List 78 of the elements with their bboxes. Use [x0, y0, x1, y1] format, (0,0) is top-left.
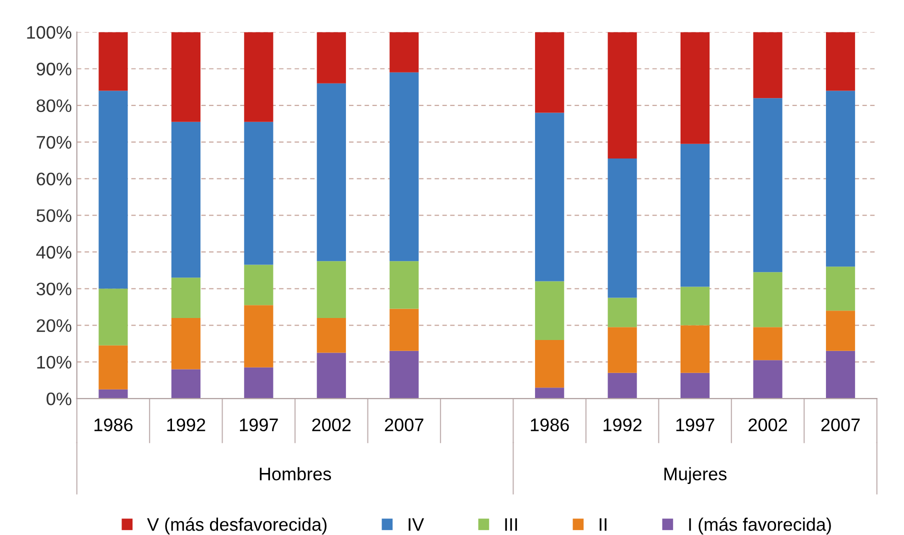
bar: [171, 32, 200, 122]
bar: [316, 318, 346, 353]
y-tick-label: 40%: [36, 246, 72, 259]
bar: [608, 298, 637, 328]
text: Mujeres: [664, 467, 727, 484]
bar: [390, 350, 419, 399]
bar: [680, 325, 710, 373]
x-tick-label: 1997: [676, 418, 714, 432]
bar: [98, 90, 128, 289]
bar: [535, 281, 564, 340]
bar: [608, 32, 637, 159]
bar: [753, 32, 782, 98]
x-tick-label: 1986: [94, 418, 132, 432]
bar: [390, 308, 419, 351]
x-tick-label: 1997: [240, 418, 278, 432]
bar: [680, 372, 710, 399]
bar: [171, 369, 200, 399]
x-tick-label: 2002: [312, 418, 351, 432]
bar: [753, 272, 782, 328]
bar: [171, 318, 200, 370]
bar: [316, 261, 346, 318]
bar: [171, 122, 200, 278]
bar: [826, 266, 856, 311]
bar: [680, 286, 710, 326]
bar: [244, 122, 274, 265]
bar: [826, 32, 856, 91]
bar: [826, 350, 856, 399]
bar: [608, 158, 637, 298]
bar: [535, 32, 564, 113]
bar: [535, 388, 564, 399]
bar: [171, 278, 200, 318]
y-tick-label: 20%: [36, 319, 72, 332]
y-tick-label: 80%: [36, 99, 72, 112]
bar: [244, 367, 274, 399]
bar: [608, 327, 637, 373]
legend-label: V (más desfavorecida): [147, 517, 326, 534]
bar: [98, 32, 128, 91]
bar: [390, 32, 419, 72]
bar: [98, 288, 128, 346]
bar: [98, 389, 128, 399]
bar: [244, 305, 274, 368]
x-tick-label: 1992: [604, 418, 642, 432]
bar: [316, 83, 346, 262]
bar: [753, 327, 782, 360]
y-tick-label: 100%: [27, 26, 72, 39]
bar: [680, 32, 710, 144]
bar: [535, 112, 564, 282]
legend-label: IV: [408, 518, 424, 531]
legend-label: III: [505, 518, 517, 531]
bar: [244, 32, 274, 122]
bar: [826, 310, 856, 351]
x-tick-label: 1986: [530, 418, 569, 432]
legend-label: II: [600, 518, 606, 531]
legend-label: I (más favorecida): [689, 517, 831, 534]
bar: [316, 32, 346, 84]
y-tick-label: 0%: [46, 392, 72, 406]
bar: [680, 144, 710, 287]
bar: [608, 372, 637, 399]
x-tick-label: 2007: [384, 418, 424, 432]
x-tick-label: 1992: [167, 418, 206, 432]
y-tick-label: 60%: [36, 172, 72, 186]
bar: [316, 352, 346, 399]
y-tick-label: 50%: [36, 209, 72, 222]
y-tick-label: 30%: [36, 282, 72, 296]
y-tick-label: 10%: [37, 356, 72, 369]
bar: [390, 72, 419, 262]
bar: [753, 98, 782, 272]
bar: [753, 360, 782, 399]
y-tick-label: 70%: [36, 136, 72, 149]
text: Hombres: [260, 467, 332, 480]
x-tick-label: 2002: [748, 418, 787, 432]
bar: [98, 345, 128, 390]
x-tick-label: 2007: [821, 418, 860, 432]
bar: [826, 90, 856, 267]
bar: [244, 264, 274, 306]
bar: [535, 340, 564, 388]
y-tick-label: 90%: [36, 62, 72, 76]
bar: [390, 261, 419, 309]
